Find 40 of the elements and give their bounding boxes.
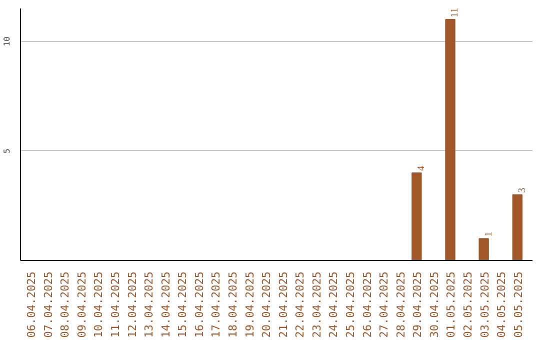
x-tick-label: 16.04.2025 [192, 271, 206, 338]
x-tick-label: 20.04.2025 [260, 271, 274, 338]
x-tick-label: 29.04.2025 [411, 271, 424, 338]
x-tick-label: 14.04.2025 [159, 271, 172, 338]
x-tick-label: 09.04.2025 [75, 271, 88, 338]
x-tick-label: 10.04.2025 [92, 271, 106, 338]
data-label: 4 [416, 166, 428, 171]
data-label: 3 [516, 188, 528, 193]
data-label: 11 [450, 8, 461, 18]
x-tick-label: 28.04.2025 [394, 271, 408, 338]
x-tick-label: 30.04.2025 [428, 271, 441, 338]
bar [512, 194, 523, 260]
y-tick-label: 10 [2, 36, 12, 46]
x-tick-label: 15.04.2025 [176, 271, 190, 338]
x-tick-label: 26.04.2025 [360, 271, 374, 338]
y-tick-label: 5 [2, 148, 12, 154]
x-tick-label: 24.04.2025 [327, 271, 340, 338]
x-tick-label: 25.04.2025 [344, 271, 358, 338]
x-tick-label: 01.05.2025 [444, 271, 458, 338]
x-tick-label: 03.05.2025 [478, 271, 492, 338]
x-tick-label: 02.05.2025 [462, 271, 475, 338]
bar [445, 18, 456, 260]
bar [412, 172, 422, 260]
x-tick-label: 18.04.2025 [226, 271, 240, 338]
x-tick-label: 04.05.2025 [495, 271, 508, 338]
x-tick-label: 13.04.2025 [142, 271, 156, 338]
x-tick-label: 06.04.2025 [25, 271, 38, 338]
x-tick-label: 17.04.2025 [210, 271, 223, 338]
x-tick-label: 23.04.2025 [310, 271, 324, 338]
x-tick-label: 12.04.2025 [126, 271, 139, 338]
x-tick-label: 21.04.2025 [276, 271, 290, 338]
x-tick-label: 11.04.2025 [109, 271, 122, 338]
x-tick-label: 19.04.2025 [243, 271, 256, 338]
x-tick-label: 05.05.2025 [512, 271, 525, 338]
x-tick-label: 07.04.2025 [42, 271, 55, 338]
x-tick-label: 22.04.2025 [294, 271, 307, 338]
x-tick-label: 27.04.2025 [378, 271, 391, 338]
bar [478, 238, 489, 260]
x-tick-label: 08.04.2025 [58, 271, 72, 338]
data-label: 1 [483, 232, 494, 237]
